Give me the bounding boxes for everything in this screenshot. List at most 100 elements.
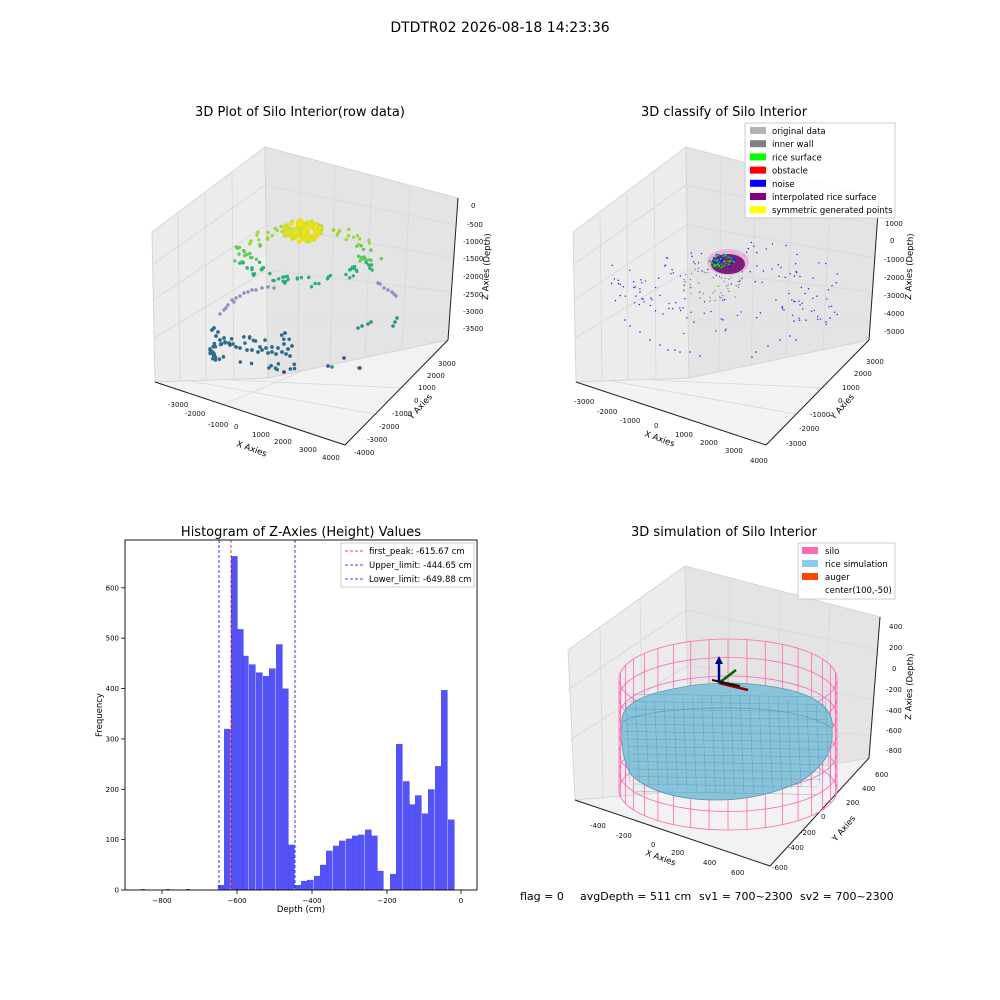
raw-scatter-point [223,340,227,344]
raw-ytick: 2000 [427,372,445,380]
classify-scatter-point [807,288,810,290]
classify-scatter-point [721,261,724,264]
classify-scatter-point [732,256,734,259]
raw-scatter-point [211,344,216,349]
classify-scatter-point [668,307,670,310]
classify-scatter-point [817,318,819,320]
classify-scatter-point [810,310,813,312]
raw-scatter-point [268,271,272,276]
raw-scatter-point [266,285,270,289]
classify-scatter-point [709,300,711,302]
raw-scatter-point [214,334,218,338]
classify-scatter-point [756,251,758,254]
classify-scatter-point [712,256,715,259]
classify-scatter-point [749,271,751,273]
sim-xtick: -400 [590,822,606,830]
classify-scatter-point [753,245,755,247]
raw-scatter-point [289,221,294,226]
raw-scatter-point [283,331,287,335]
histogram-bar [307,879,314,890]
classify-y-axis-line [765,339,870,446]
raw-scatter-point [258,244,262,248]
classify-scatter-point [775,299,777,301]
classify-scatter-point [833,311,836,313]
raw-scatter-point [208,347,212,351]
classify-scatter-point [816,315,819,318]
raw-xtick: 0 [234,423,238,431]
classify-scatter-point [738,280,740,283]
raw-scatter-point [260,266,265,270]
classify-scatter-point [714,256,717,258]
classify-scatter-point [725,285,728,287]
classify-scatter-point [690,311,692,314]
classify-scatter-point [672,308,674,310]
histogram-bar [256,672,263,890]
raw-y-axis-label: Y Axies [406,392,435,423]
raw-scatter-point [243,253,247,258]
classify-scatter-point [619,294,621,297]
raw-scatter-point [299,223,304,228]
classify-scatter-point [723,253,726,256]
raw-scatter-point [356,242,361,247]
histogram-bar [288,844,295,890]
simulation-legend-entries: silo rice simulation auger center(100,-50) [802,547,892,596]
classify-scatter-point [727,264,730,267]
raw-scatter-point [245,348,249,352]
classify-scatter-point [720,297,722,299]
classify-scatter-point [727,256,730,259]
raw-scatter-point [347,276,352,280]
classify-legend-label: symmetric generated points [772,206,893,216]
raw-scatter-point [270,345,274,349]
classify-scatter-point [691,255,693,258]
panel-simulation-3d: 3D simulation of Silo Interior -400 -200 [567,525,916,877]
raw-scatter-point [242,249,247,254]
raw-scatter-point [258,345,262,349]
raw-scatter-point [295,222,301,227]
rice-mesh-line [749,695,754,794]
histogram-bar [249,664,256,890]
sim-xtick: 200 [671,849,684,857]
classify-scatter-point [722,294,724,297]
raw-scatter-point [218,312,222,316]
rice-mesh-line [625,738,831,743]
raw-scatter-point [361,247,366,252]
classify-scatter-point [690,272,693,275]
sim-ztick: -800 [886,747,902,755]
classify-scatter-point [713,259,716,262]
histogram-bar [320,864,327,890]
raw-scatter-point [309,219,314,224]
classify-scatter-point [779,339,781,341]
classify-scatter-point [722,258,725,261]
raw-scatter-point [275,228,280,233]
classify-scatter-point [730,283,733,285]
classify-scatter-point [741,277,743,280]
classify-scatter-point [755,351,757,353]
raw-scatter-point [248,251,252,256]
classify-scatter-point [712,276,714,279]
classify-scatter-point [739,279,741,281]
classify-scatter-point [737,280,739,283]
classify-scatter-point [731,262,733,264]
classify-scatter-point [714,299,716,302]
raw-xtick: 2000 [274,438,292,446]
classify-scatter-point [716,263,719,266]
classify-legend-swatch [750,127,766,134]
raw-ztick: -1500 [463,255,483,263]
classify-scatter-point [697,267,700,270]
raw-ytick: 3000 [438,360,456,368]
classify-scatter-point [720,263,723,265]
classify-scatter-point [818,262,820,264]
classify-scatter-point [730,277,732,279]
histogram-bar [237,629,244,890]
classify-scatter-point [699,355,701,357]
raw-scatter-point [227,341,231,345]
raw-scatter-point [237,245,242,250]
raw-scatter-point [279,333,284,337]
raw-scatter-point [249,361,254,366]
classify-scatter-point [683,278,685,281]
classify-scatter-point [723,264,726,267]
classify-legend-label: inner wall [772,140,813,150]
classify-scatter-point [693,321,695,323]
simulation-legend-label: auger [825,573,850,583]
rice-mesh-line [730,693,735,797]
